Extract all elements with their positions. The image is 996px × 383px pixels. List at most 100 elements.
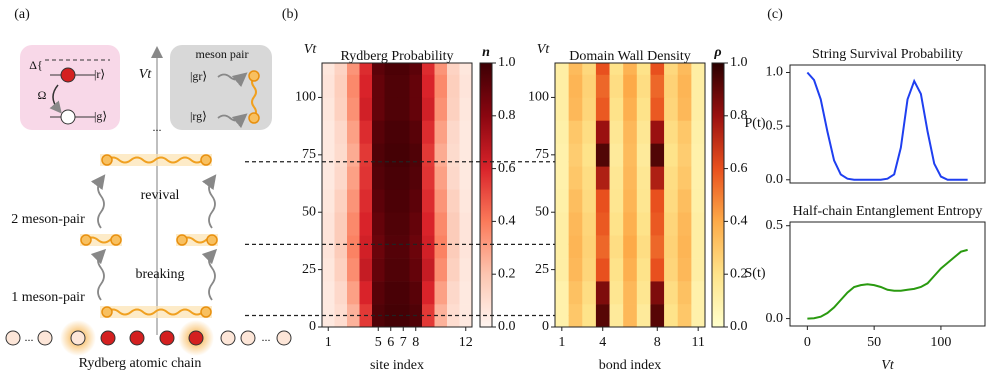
chart-title: Domain Wall Density (569, 49, 691, 64)
axes-frame (789, 221, 986, 327)
heat-cell (459, 74, 473, 98)
y-axis-label: S(t) (745, 266, 766, 281)
heat-cell (691, 235, 706, 259)
heat-cell (623, 143, 638, 167)
heat-cell (322, 74, 335, 98)
heat-cell (664, 74, 679, 98)
y-tick-label: 100 (528, 90, 549, 105)
heat-cell (691, 281, 706, 305)
heat-cell (334, 258, 348, 282)
heat-cell (636, 143, 651, 167)
heat-cell (359, 74, 373, 98)
heat-cell (459, 166, 473, 190)
heat-cell (555, 120, 569, 144)
heat-cell (609, 212, 624, 236)
heat-cell (372, 120, 385, 144)
heat-cell (691, 189, 706, 213)
heat-cell (422, 212, 435, 236)
heat-cell (434, 74, 448, 98)
heat-cell (372, 166, 385, 190)
heat-cell (691, 304, 706, 328)
heat-cell (664, 63, 679, 75)
label: 1 meson-pair (11, 290, 85, 305)
heat-cell (650, 189, 665, 213)
chart-title: Rydberg Probability (340, 49, 453, 64)
atom (129, 330, 145, 346)
heat-cell (677, 97, 692, 121)
heat-cell (691, 97, 706, 121)
heat-cell (555, 143, 569, 167)
heat-cell (582, 304, 597, 328)
heat-cell (555, 97, 569, 121)
heat-cell (459, 281, 473, 305)
colorbar-tick-label: 0.4 (730, 214, 748, 229)
heat-cell (384, 74, 398, 98)
heat-cell (409, 97, 423, 121)
colorbar-tick-label: 1.0 (730, 55, 748, 70)
heat-cell (334, 166, 348, 190)
heat-cell (334, 120, 348, 144)
heat-cell (691, 166, 706, 190)
heat-cell (664, 235, 679, 259)
heat-cell (595, 189, 610, 213)
heat-cell (650, 212, 665, 236)
heat-cell (372, 212, 385, 236)
heat-cell (334, 143, 348, 167)
x-tick-label: 12 (459, 335, 473, 350)
colorbar-tick-label: 0.0 (730, 319, 748, 334)
arrow (49, 84, 62, 114)
label: |r⟩ (94, 67, 105, 81)
y-tick-label: 0.5 (766, 118, 784, 133)
chart-title: Half-chain Entanglement Entropy (793, 204, 983, 219)
heat-cell (397, 281, 410, 305)
level-box (20, 45, 120, 130)
colorbar-tick-label: 1.0 (498, 55, 516, 70)
label: breaking (136, 267, 185, 282)
heat-cell (555, 74, 569, 98)
heat-cell (347, 212, 360, 236)
heat-cell (422, 74, 435, 98)
heat-cell (397, 304, 410, 328)
label: |g⟩ (94, 109, 107, 123)
heat-cell (650, 258, 665, 282)
heat-cell (582, 97, 597, 121)
heat-cell (568, 281, 583, 305)
heat-cell (568, 63, 583, 75)
heat-cell (664, 258, 679, 282)
label: ... (153, 120, 162, 134)
y-axis-label: P(t) (745, 116, 766, 131)
heat-cell (623, 63, 638, 75)
arrow (217, 72, 248, 88)
heat-cell (595, 281, 610, 305)
colorbar (479, 62, 493, 328)
heat-cell (664, 212, 679, 236)
atom (80, 234, 92, 246)
atom (200, 306, 212, 318)
heat-cell (636, 97, 651, 121)
heat-cell (677, 189, 692, 213)
arrow (90, 174, 106, 229)
heat-cell (582, 281, 597, 305)
heat-cell (595, 74, 610, 98)
heat-cell (582, 258, 597, 282)
heat-cell (636, 235, 651, 259)
heat-cell (664, 120, 679, 144)
heat-cell (322, 97, 335, 121)
heat-cell (582, 235, 597, 259)
panel-label: (c) (767, 7, 783, 22)
heat-cell (609, 258, 624, 282)
heat-cell (677, 235, 692, 259)
heat-cell (434, 258, 448, 282)
y-tick-label: 0.5 (766, 218, 784, 233)
heat-cell (582, 189, 597, 213)
heat-cell (623, 304, 638, 328)
panel-label: (b) (282, 7, 299, 22)
heat-cell (595, 235, 610, 259)
x-tick-label: 0 (804, 335, 811, 350)
heat-cell (384, 143, 398, 167)
heat-cell (555, 281, 569, 305)
data-line (807, 248, 968, 320)
heat-cell (595, 258, 610, 282)
heat-cell (372, 281, 385, 305)
heat-cell (384, 235, 398, 259)
